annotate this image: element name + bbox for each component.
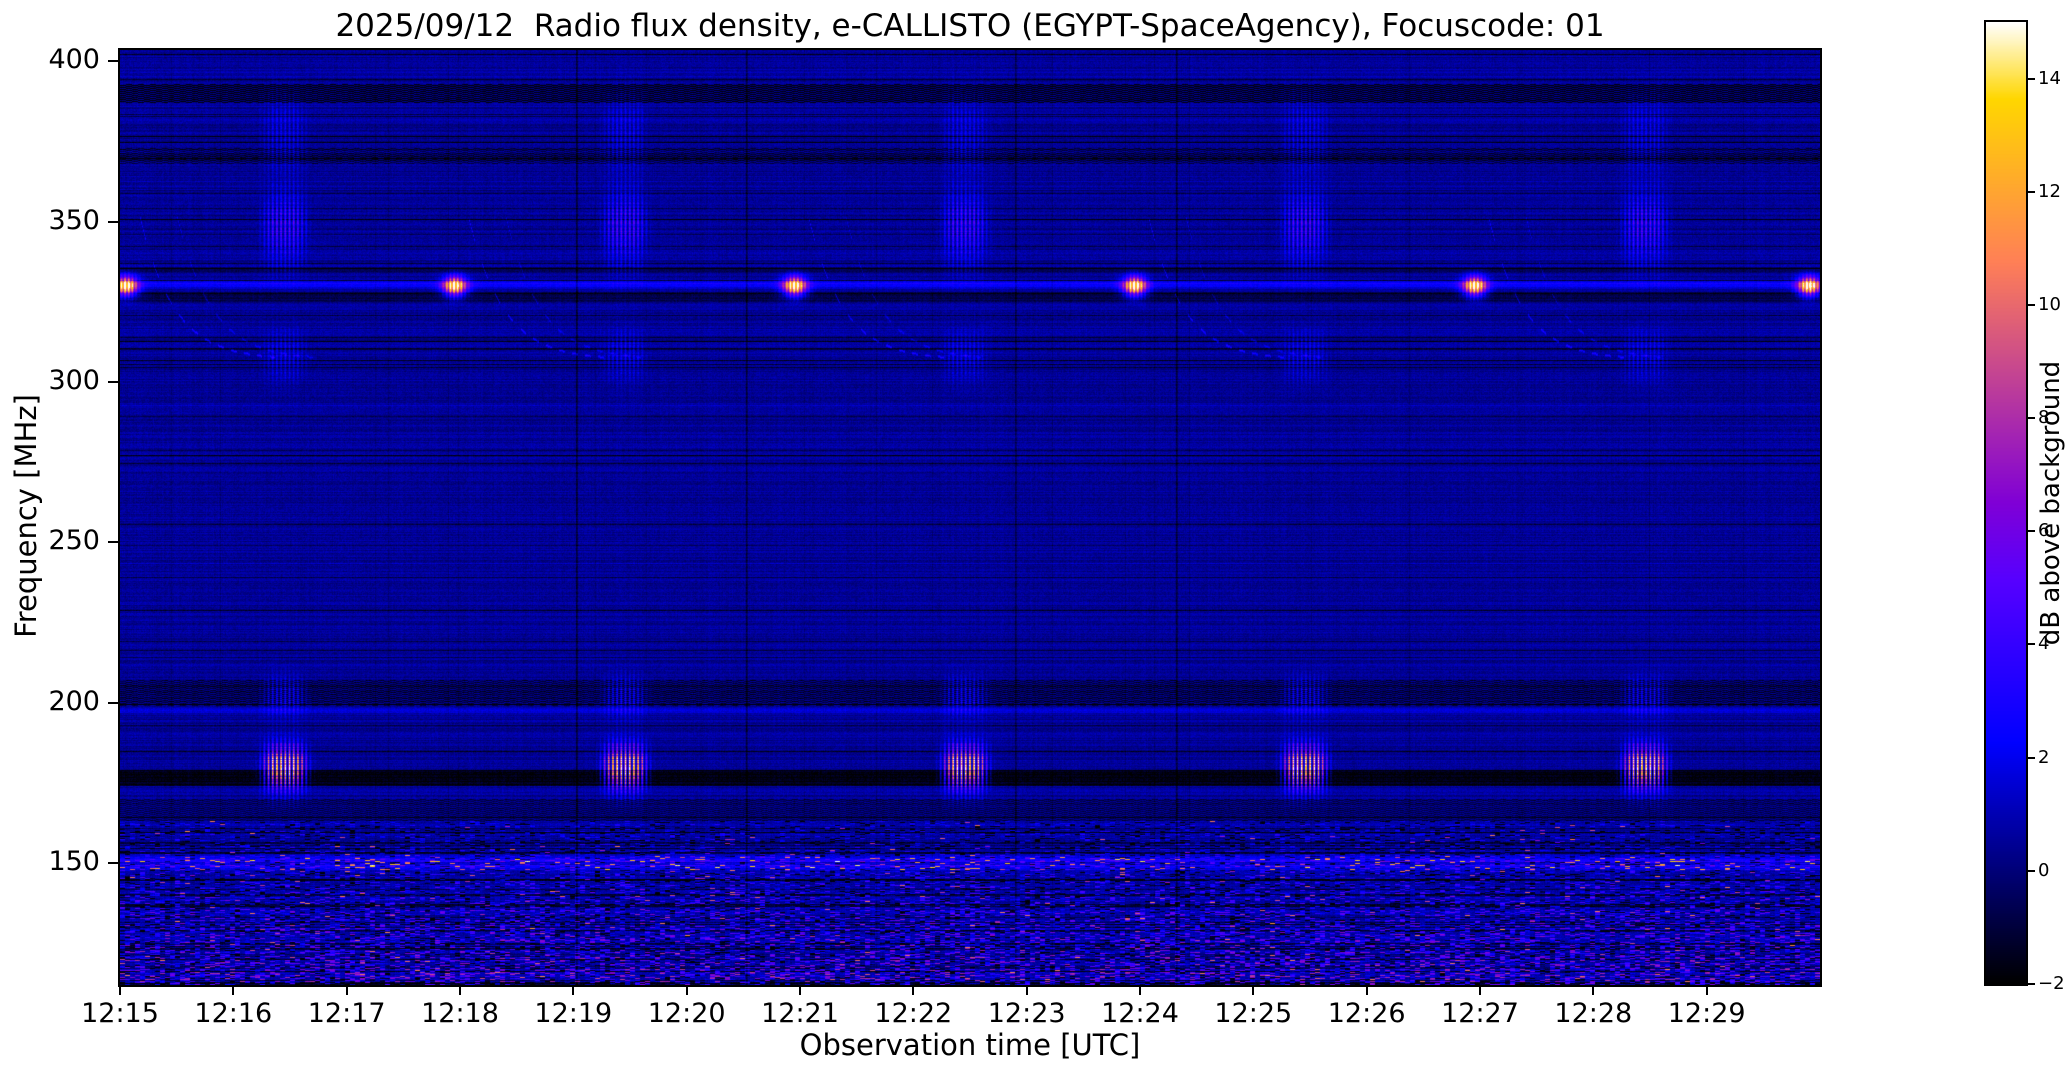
x-tick-label: 12:19: [534, 998, 613, 1029]
x-tick-mark: [1479, 987, 1481, 995]
x-tick-mark: [459, 987, 461, 995]
chart-title: 2025/09/12 Radio flux density, e-CALLIST…: [335, 8, 1605, 44]
x-tick-label: 12:15: [81, 998, 159, 1029]
colorbar-tick-label: 4: [2038, 633, 2050, 655]
plot-area: [118, 48, 1822, 987]
y-tick-mark: [108, 220, 118, 223]
y-axis-label: Frequency [MHz]: [9, 394, 43, 638]
colorbar-tick-mark: [2028, 530, 2035, 533]
x-axis-label: Observation time [UTC]: [799, 1028, 1141, 1062]
x-tick-mark: [1705, 987, 1708, 995]
colorbar-tick-label: 6: [2038, 520, 2050, 542]
y-tick-mark: [108, 541, 118, 544]
colorbar-tick-label: 14: [2038, 67, 2061, 89]
x-tick-label: 12:25: [1214, 998, 1293, 1029]
x-tick-mark: [1592, 987, 1595, 995]
colorbar-tick-label: 12: [2038, 180, 2061, 202]
x-tick-label: 12:26: [1327, 998, 1406, 1029]
x-tick-label: 12:18: [421, 998, 499, 1029]
x-tick-mark: [1252, 987, 1255, 995]
colorbar-tick-label: 0: [2038, 859, 2050, 881]
y-tick-label: 300: [48, 364, 100, 396]
x-tick-mark: [345, 987, 348, 995]
y-tick-mark: [108, 701, 118, 704]
x-tick-label: 12:24: [1101, 998, 1179, 1029]
colorbar-tick-label: 10: [2038, 293, 2061, 315]
x-tick-mark: [119, 987, 121, 995]
x-tick-mark: [232, 987, 235, 995]
y-tick-mark: [108, 380, 118, 383]
colorbar-tick-mark: [2028, 417, 2035, 420]
x-tick-mark: [799, 987, 801, 995]
spectrogram-canvas: [120, 50, 1820, 985]
colorbar-tick-mark: [2028, 869, 2035, 872]
colorbar-tick-label: 8: [2038, 407, 2050, 429]
colorbar-canvas: [1986, 22, 2026, 984]
colorbar-tick-label: −2: [2038, 973, 2065, 994]
x-tick-mark: [685, 987, 688, 995]
colorbar-tick-mark: [2028, 77, 2035, 80]
x-tick-label: 12:22: [874, 998, 953, 1029]
x-tick-label: 12:21: [761, 998, 839, 1029]
x-tick-label: 12:17: [307, 998, 386, 1029]
x-tick-label: 12:27: [1441, 998, 1519, 1029]
x-tick-mark: [1139, 987, 1141, 995]
colorbar-tick-mark: [2028, 756, 2035, 759]
colorbar: [1984, 20, 2028, 986]
y-tick-mark: [108, 862, 118, 865]
x-tick-mark: [572, 987, 575, 995]
colorbar-tick-mark: [2028, 643, 2035, 646]
colorbar-label: dB above background: [2036, 360, 2066, 646]
x-tick-label: 12:20: [647, 998, 726, 1029]
colorbar-tick-mark: [2028, 303, 2035, 306]
x-tick-mark: [1365, 987, 1368, 995]
x-tick-label: 12:16: [194, 998, 273, 1029]
y-tick-label: 350: [48, 204, 100, 236]
x-tick-label: 12:28: [1554, 998, 1633, 1029]
y-tick-label: 250: [48, 525, 100, 557]
y-tick-label: 400: [48, 44, 100, 76]
y-tick-label: 200: [48, 685, 100, 717]
y-tick-label: 150: [48, 846, 100, 878]
x-tick-label: 12:29: [1667, 998, 1746, 1029]
colorbar-tick-mark: [2028, 983, 2035, 985]
colorbar-tick-label: 2: [2038, 746, 2050, 768]
colorbar-tick-mark: [2028, 190, 2035, 193]
x-tick-label: 12:23: [987, 998, 1066, 1029]
x-tick-mark: [912, 987, 915, 995]
y-tick-mark: [108, 60, 118, 63]
x-tick-mark: [1025, 987, 1028, 995]
